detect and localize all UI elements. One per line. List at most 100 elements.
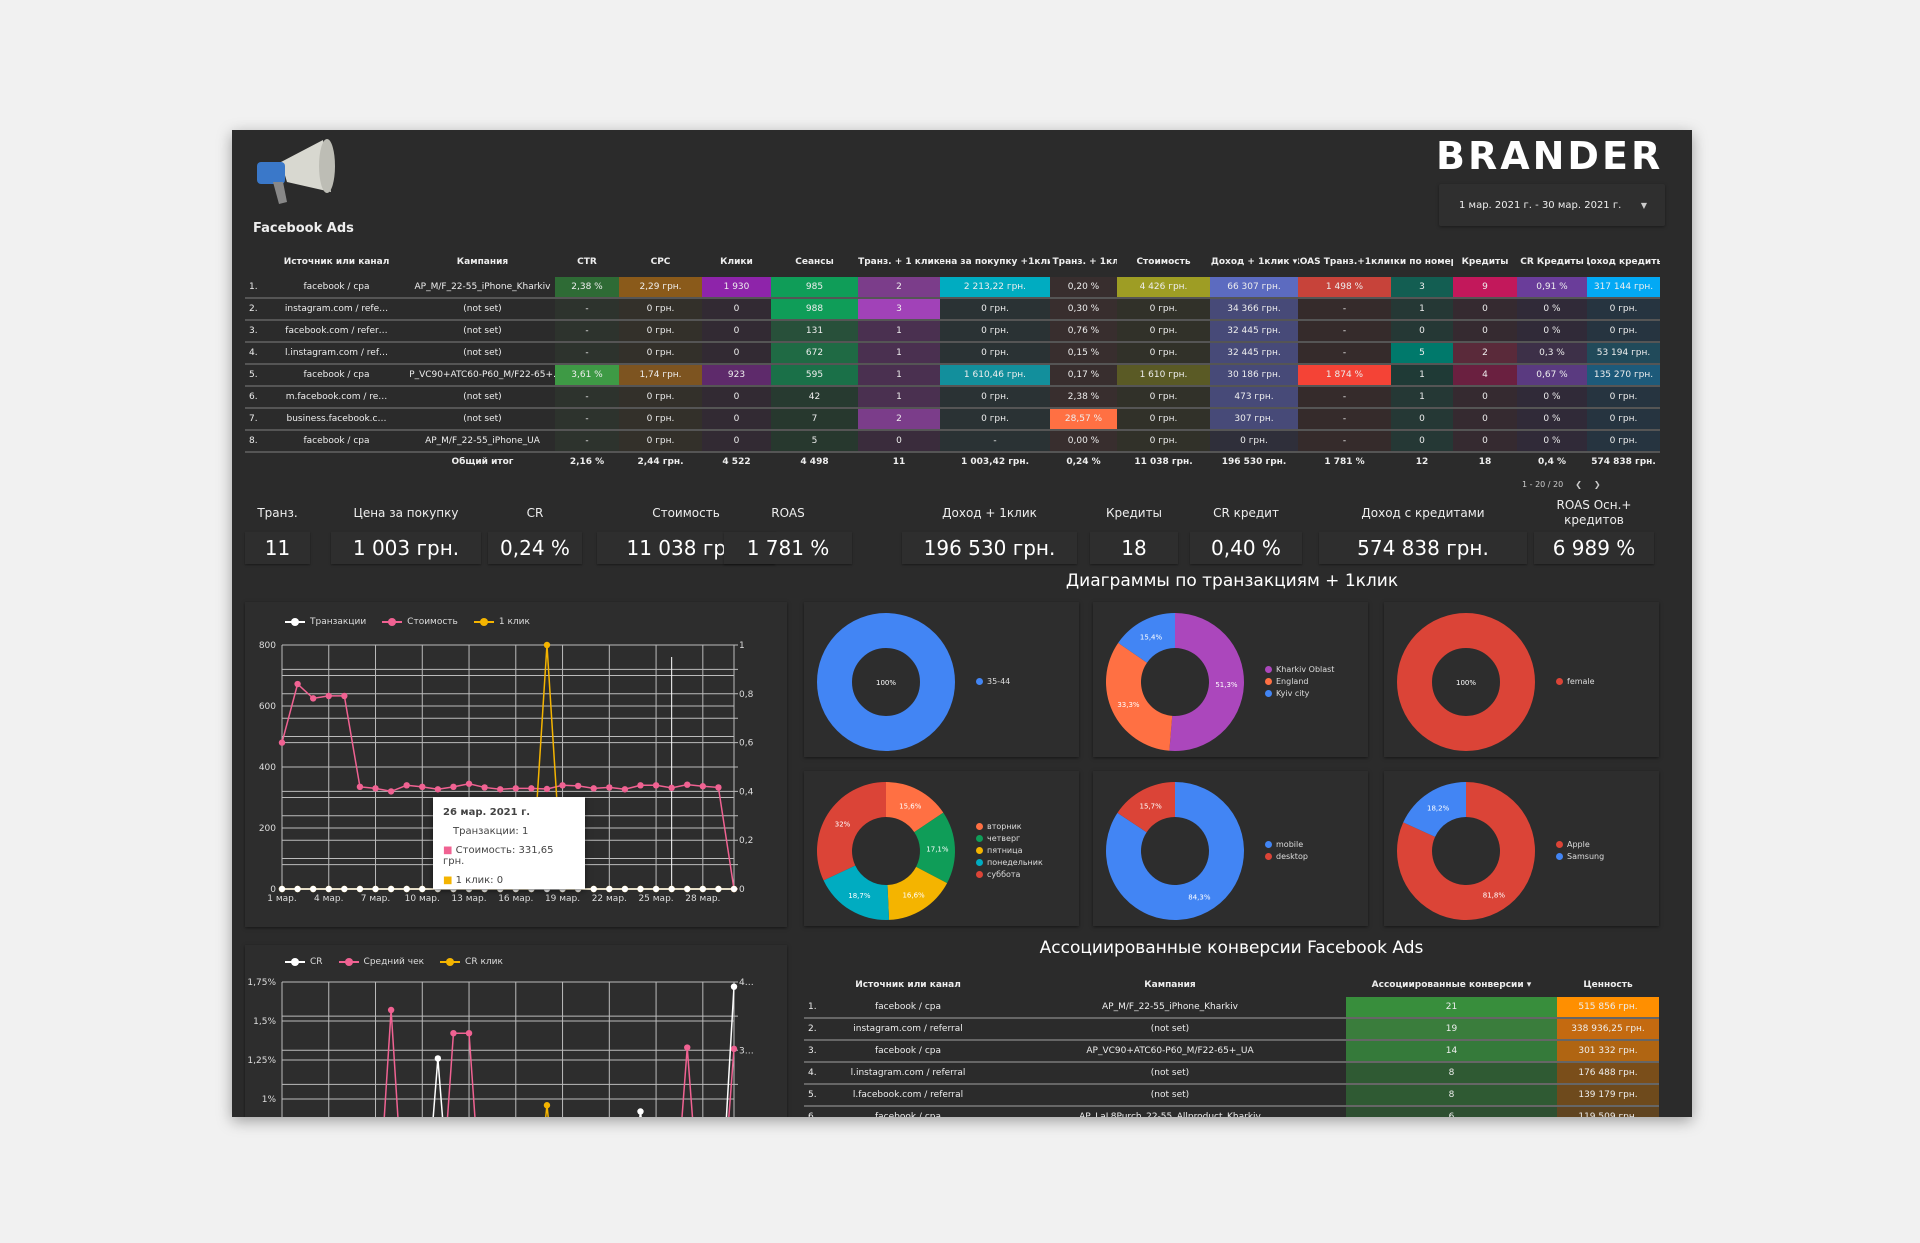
table-cell: 34 366 грн. — [1210, 299, 1298, 319]
legend-item[interactable]: пятница — [976, 845, 1043, 857]
table-row[interactable]: 4. l.instagram.com / referral (not set) 8 17… — [804, 1063, 1659, 1085]
slice-label: 15,7% — [1139, 803, 1162, 811]
table-row[interactable]: 8. facebook / cpa AP_M/F_22-55_iPhone_UA -0… — [245, 431, 1660, 453]
legend-item[interactable]: Kharkiv Oblast — [1265, 664, 1334, 676]
legend-item[interactable]: female — [1556, 676, 1595, 688]
legend-item[interactable]: CR — [285, 957, 323, 967]
table-row[interactable]: 2. instagram.com / referral (not set) 19 338… — [804, 1019, 1659, 1041]
column-header[interactable]: Стоимость — [1136, 257, 1191, 267]
legend-item[interactable]: Транзакции — [285, 617, 366, 627]
donut-slice — [1117, 782, 1175, 833]
table-cell: 4. — [249, 348, 258, 358]
column-header[interactable]: Ценность — [1583, 980, 1633, 990]
table-cell: 7. — [249, 414, 258, 424]
next-page-icon[interactable]: ❯ — [1593, 480, 1601, 489]
legend-label: Samsung — [1567, 852, 1605, 861]
column-header[interactable]: Ассоциированные конверсии ▾ — [1371, 980, 1532, 990]
donut-slice — [817, 782, 886, 881]
kpi-value: 1 781 % — [724, 532, 852, 564]
legend-item[interactable]: England — [1265, 676, 1334, 688]
x-tick: 10 мар. — [405, 894, 440, 904]
legend-item[interactable]: Средний чек — [338, 957, 424, 967]
legend-label: mobile — [1276, 840, 1304, 849]
column-header[interactable]: CTR — [577, 257, 597, 267]
legend-item[interactable]: понедельник — [976, 857, 1043, 869]
donut-slice — [1106, 642, 1173, 751]
table-cell: instagram.com / refe… — [284, 304, 389, 314]
legend-label: 1 клик — [498, 617, 530, 627]
table-row[interactable]: 2. instagram.com / refe… (not set) -0 грн. 0… — [245, 299, 1660, 321]
table-cell: 1 610,46 грн. — [940, 365, 1050, 385]
donut-svg: 51,3% 33,3% 15,4% — [1106, 613, 1244, 751]
table-cell: AP_VC90+ATC60-P60_M/F22-65+… — [410, 370, 555, 380]
legend-item[interactable]: 1 клик — [473, 617, 530, 627]
column-header[interactable]: CPC — [650, 257, 671, 267]
column-header[interactable]: Доход + 1клик ▾ — [1210, 257, 1298, 267]
prev-page-icon[interactable]: ❮ — [1575, 480, 1582, 489]
table-cell: 0 грн. — [1587, 321, 1660, 341]
campaign-table: Источник или канал Кампания CTR CPC Клики Сеа… — [245, 247, 1660, 471]
table-row[interactable]: 6. facebook / cpa AP_LaL8Purch_22-55_Allpr… — [804, 1107, 1659, 1117]
table-row[interactable]: 1. facebook / cpa AP_M/F_22-55_iPhone_Khar… — [245, 277, 1660, 299]
table-cell: facebook / cpa — [303, 370, 370, 380]
y-right-tick: 0,4 — [739, 787, 754, 797]
legend-item[interactable]: CR клик — [440, 957, 503, 967]
legend-dot — [976, 823, 983, 830]
column-header[interactable]: Сеансы — [795, 257, 834, 267]
legend-item[interactable]: desktop — [1265, 851, 1308, 863]
kpi-card: Цена за покупку 1 003 грн. — [331, 498, 481, 564]
data-point — [419, 885, 426, 893]
table-row[interactable]: 7. business.facebook.c… (not set) -0 грн. 0 7… — [245, 409, 1660, 431]
column-header[interactable]: CR Транз. + 1клик — [1050, 257, 1117, 267]
column-header[interactable]: CR Кредиты — [1520, 257, 1584, 267]
kpi-value: 1 003 грн. — [331, 532, 481, 564]
table-cell: 8. — [249, 436, 258, 446]
table-row[interactable]: 5. facebook / cpa AP_VC90+ATC60-P60_M/F22-… — [245, 365, 1660, 387]
date-range-picker[interactable]: 1 мар. 2021 г. - 30 мар. 2021 г. ▼ — [1439, 184, 1665, 226]
table-row[interactable]: 1. facebook / cpa AP_M/F_22-55_iPhone_Khar… — [804, 997, 1659, 1019]
column-header[interactable]: Кредиты — [1461, 257, 1509, 267]
legend-item[interactable]: Samsung — [1556, 851, 1604, 863]
kpi-label: CR — [526, 505, 544, 520]
column-header[interactable] — [804, 973, 822, 997]
table-row[interactable]: 4. l.instagram.com / ref… (not set) -0 грн.… — [245, 343, 1660, 365]
data-point — [652, 885, 660, 893]
table-row[interactable]: 5. l.facebook.com / referral (not set) 8 139… — [804, 1085, 1659, 1107]
column-header[interactable]: Клики по номерам — [1391, 257, 1453, 267]
table-cell: 988 — [771, 299, 858, 319]
kpi-card: Доход с кредитами 574 838 грн. — [1319, 498, 1527, 564]
table-cell: 0 грн. — [1117, 321, 1210, 341]
kpi-label: Цена за покупку — [353, 505, 459, 520]
table-cell: 6. — [249, 392, 258, 402]
legend-label: Транзакции — [310, 617, 367, 627]
column-header[interactable]: Цена за покупку +1клик — [940, 257, 1050, 267]
table-cell: 0,76 % — [1050, 321, 1117, 341]
column-header[interactable]: Доход кредиты — [1587, 257, 1660, 267]
table-cell: 515 856 грн. — [1557, 997, 1659, 1017]
donut-slice — [1403, 782, 1466, 837]
tooltip-date: 26 мар. 2021 г. — [443, 807, 531, 818]
table-row[interactable]: 3. facebook.com / refer… (not set) -0 грн. 0… — [245, 321, 1660, 343]
legend-item[interactable]: вторник — [976, 821, 1043, 833]
table-row[interactable]: 6. m.facebook.com / re… (not set) -0 грн. 0 4… — [245, 387, 1660, 409]
legend-item[interactable]: 35-44 — [976, 676, 1010, 688]
column-header[interactable] — [245, 247, 263, 277]
total-cell: 0,4 % — [1537, 457, 1567, 467]
column-header[interactable]: Источник или канал — [283, 257, 390, 267]
table-row[interactable]: 3. facebook / cpa AP_VC90+ATC60-P60_M/F22-… — [804, 1041, 1659, 1063]
legend-item[interactable]: mobile — [1265, 839, 1308, 851]
legend-item[interactable]: четверг — [976, 833, 1043, 845]
legend-item[interactable]: Стоимость — [382, 617, 458, 627]
column-header[interactable]: Кампания — [1144, 980, 1196, 990]
legend-item[interactable]: Apple — [1556, 839, 1604, 851]
data-point — [387, 885, 395, 893]
column-header[interactable]: Транз. + 1 клик — [858, 257, 940, 267]
column-header[interactable]: Клики — [720, 257, 753, 267]
legend-item[interactable]: Kyiv city — [1265, 688, 1334, 700]
column-header[interactable]: Кампания — [456, 257, 509, 267]
total-cell: 12 — [1415, 457, 1429, 467]
column-header[interactable]: Источник или канал — [855, 980, 961, 990]
table-cell: 0,67 % — [1517, 365, 1587, 385]
legend-item[interactable]: суббота — [976, 869, 1043, 881]
column-header[interactable]: ROAS Транз.+1клик — [1298, 257, 1391, 267]
